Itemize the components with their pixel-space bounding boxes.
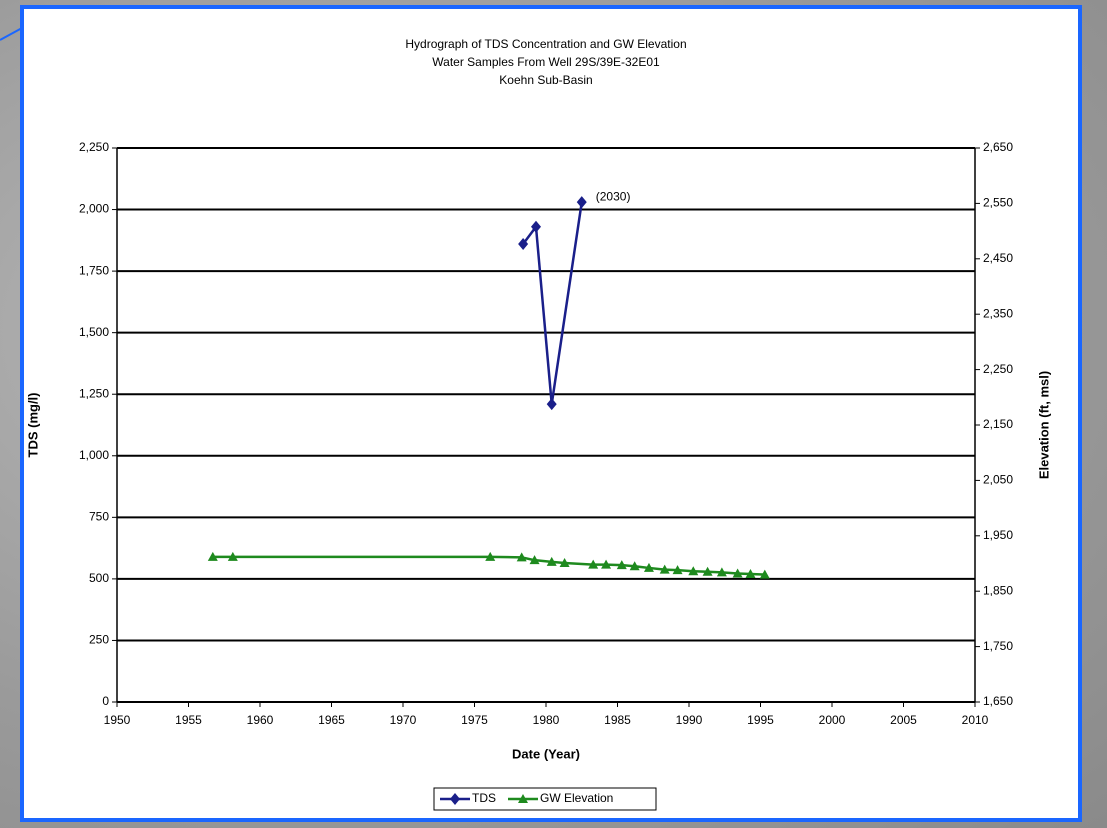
x-tick-label: 1995 [747, 713, 774, 727]
x-tick-label: 1980 [533, 713, 560, 727]
x-tick-label: 1965 [318, 713, 345, 727]
y-tick-label: 1,500 [79, 325, 109, 339]
y-tick-label: 0 [102, 694, 109, 708]
chart-panel [22, 7, 1080, 820]
y2-tick-label: 1,750 [983, 639, 1013, 653]
y2-tick-label: 1,850 [983, 583, 1013, 597]
y-tick-label: 1,250 [79, 386, 109, 400]
y-tick-label: 1,750 [79, 263, 109, 277]
y-tick-label: 2,000 [79, 202, 109, 216]
y2-axis-title: Elevation (ft, msl) [1036, 371, 1051, 479]
x-tick-label: 1985 [604, 713, 631, 727]
y2-tick-label: 2,450 [983, 251, 1013, 265]
y-tick-label: 250 [89, 633, 109, 647]
y-tick-label: 500 [89, 571, 109, 585]
legend-label: TDS [472, 791, 496, 805]
y2-tick-label: 2,350 [983, 306, 1013, 320]
x-tick-label: 2010 [962, 713, 989, 727]
chart: Hydrograph of TDS Concentration and GW E… [0, 0, 1107, 828]
decor-line [0, 28, 22, 40]
x-tick-label: 2000 [819, 713, 846, 727]
x-axis-title: Date (Year) [512, 746, 580, 761]
y-tick-label: 750 [89, 510, 109, 524]
y2-tick-label: 2,650 [983, 140, 1013, 154]
y-tick-label: 2,250 [79, 140, 109, 154]
y2-tick-label: 2,050 [983, 473, 1013, 487]
x-tick-label: 1970 [390, 713, 417, 727]
x-tick-label: 1975 [461, 713, 488, 727]
y2-tick-label: 2,150 [983, 417, 1013, 431]
y-axis-title: TDS (mg/l) [25, 393, 40, 458]
y2-tick-label: 2,250 [983, 362, 1013, 376]
legend-label: GW Elevation [540, 791, 613, 805]
x-tick-label: 1950 [104, 713, 131, 727]
y2-tick-label: 1,950 [983, 528, 1013, 542]
x-tick-label: 1960 [247, 713, 274, 727]
x-tick-label: 2005 [890, 713, 917, 727]
chart-subtitle: Koehn Sub-Basin [499, 73, 592, 87]
chart-title: Hydrograph of TDS Concentration and GW E… [405, 37, 686, 51]
y2-tick-label: 1,650 [983, 694, 1013, 708]
annotation: (2030) [596, 189, 631, 203]
page: {"chart_data": { "type": "line", "title"… [0, 0, 1107, 828]
y2-tick-label: 2,550 [983, 196, 1013, 210]
x-tick-label: 1990 [676, 713, 703, 727]
y-tick-label: 1,000 [79, 448, 109, 462]
x-tick-label: 1955 [175, 713, 202, 727]
chart-subtitle: Water Samples From Well 29S/39E-32E01 [432, 55, 660, 69]
